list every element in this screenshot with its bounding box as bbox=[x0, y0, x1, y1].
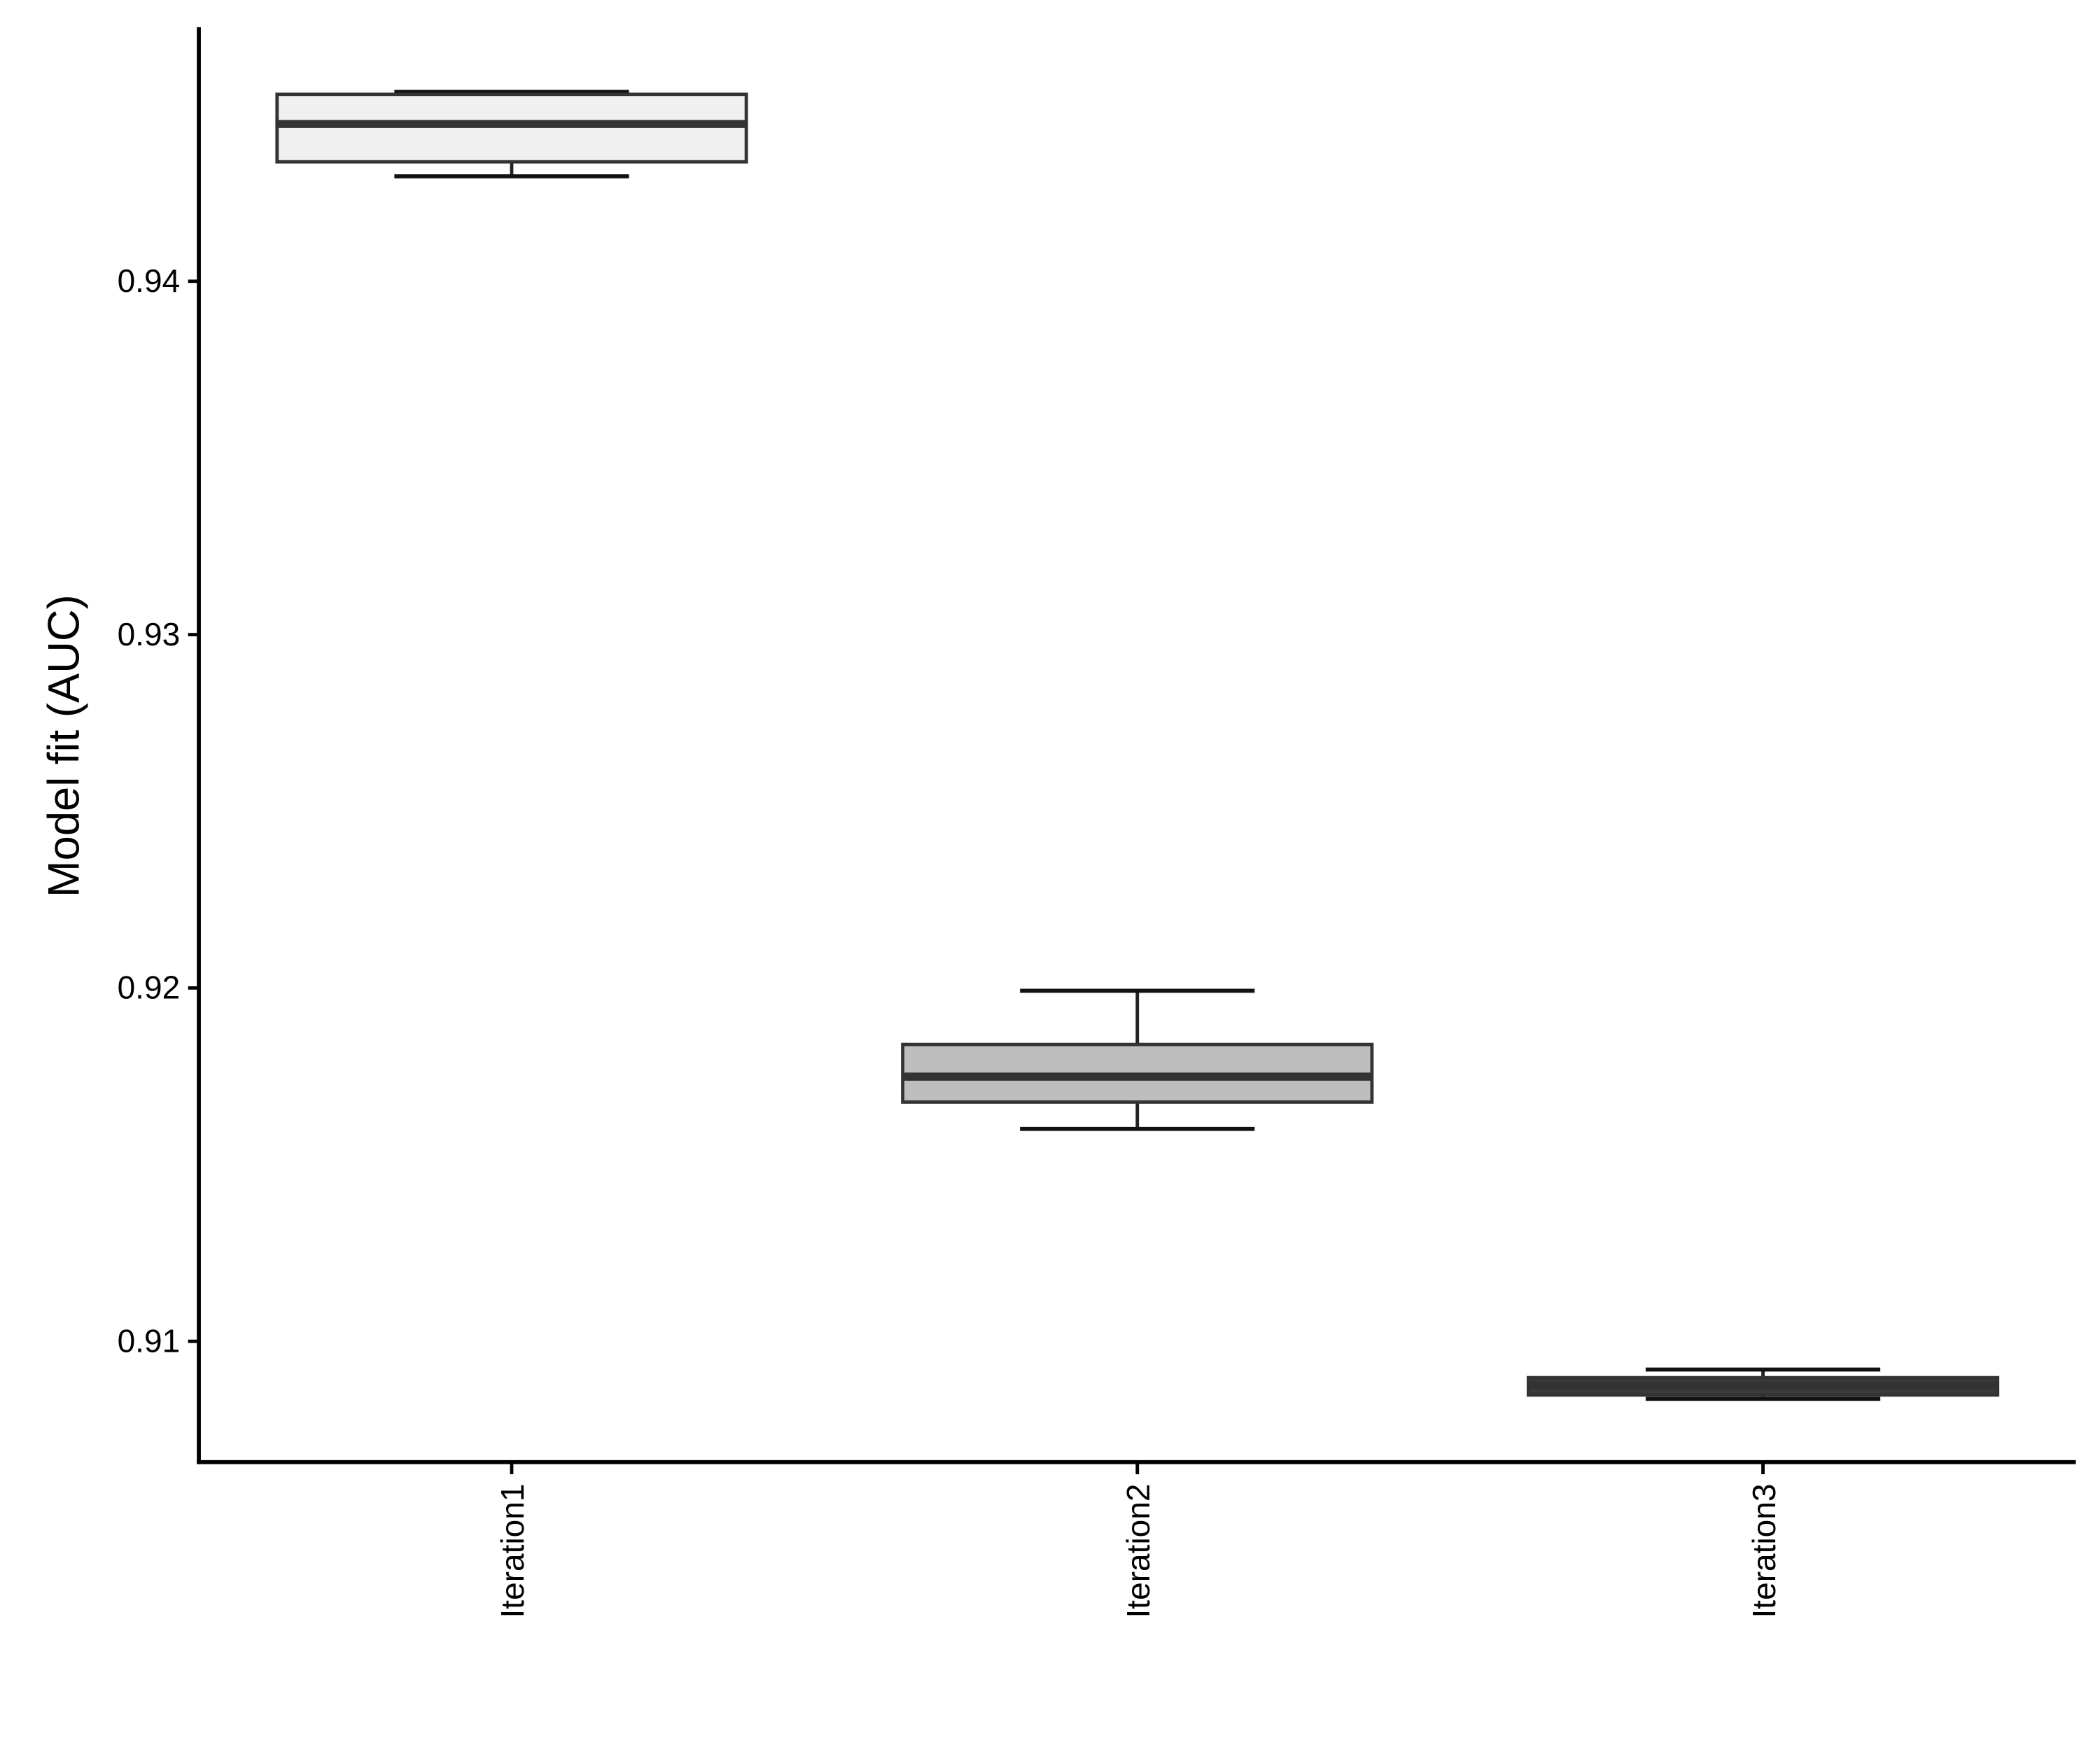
x-tick-label: Iteration3 bbox=[1746, 1483, 1782, 1618]
y-tick-label: 0.92 bbox=[118, 969, 181, 1006]
y-axis-title: Model fit (AUC) bbox=[40, 594, 89, 897]
y-tick-label: 0.94 bbox=[118, 262, 181, 299]
y-tick-label: 0.93 bbox=[118, 616, 181, 652]
x-tick-label: Iteration2 bbox=[1120, 1483, 1156, 1618]
y-tick-label: 0.91 bbox=[118, 1322, 181, 1359]
x-tick-label: Iteration1 bbox=[494, 1483, 531, 1618]
box bbox=[275, 92, 748, 164]
